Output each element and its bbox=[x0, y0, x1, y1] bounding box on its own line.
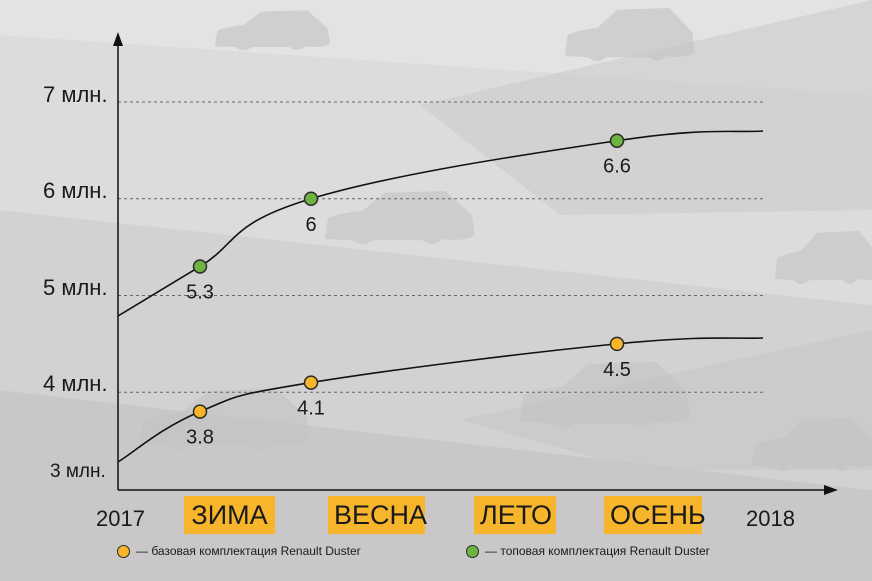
legend-swatch-top bbox=[466, 544, 479, 558]
series-line-base bbox=[117, 337, 764, 463]
car-silhouette bbox=[565, 8, 695, 62]
car-silhouette bbox=[215, 10, 330, 51]
season-label-winter: ЗИМА bbox=[184, 496, 275, 534]
y-tick-label: 5 млн. bbox=[43, 275, 108, 300]
series-line-top bbox=[117, 130, 764, 317]
data-label: 6 bbox=[305, 214, 316, 236]
season-label-autumn: ОСЕНЬ bbox=[604, 496, 706, 534]
y-tick-label: 4 млн. bbox=[43, 371, 108, 396]
data-point bbox=[192, 404, 208, 419]
y-axis-arrow bbox=[113, 32, 123, 46]
data-label: 5.3 bbox=[186, 281, 214, 303]
car-silhouette bbox=[520, 361, 690, 429]
legend-swatch-base bbox=[117, 544, 130, 558]
season-label-spring: ВЕСНА bbox=[328, 496, 427, 534]
y-tick-label: 6 млн. bbox=[43, 178, 108, 203]
data-label: 3.8 bbox=[186, 427, 214, 449]
data-point bbox=[609, 133, 625, 148]
y-tick-label: 7 млн. bbox=[43, 82, 108, 107]
legend-item-base: — базовая комплектация Renault Duster bbox=[117, 544, 361, 558]
series-layer: 3.8 4.1 4.5 5.3 6 6.6 bbox=[117, 130, 764, 463]
data-point bbox=[303, 191, 319, 206]
car-silhouettes bbox=[140, 8, 872, 472]
x-axis-arrow bbox=[824, 485, 838, 495]
data-point bbox=[609, 336, 625, 352]
data-point bbox=[192, 259, 208, 274]
legend-label-base: — базовая комплектация Renault Duster bbox=[136, 544, 361, 558]
data-label: 4.1 bbox=[297, 398, 325, 420]
car-silhouette bbox=[752, 418, 872, 472]
season-label-summer: ЛЕТО bbox=[474, 496, 556, 534]
x-start-year-label: 2017 bbox=[96, 506, 145, 531]
x-end-year-label: 2018 bbox=[746, 506, 795, 531]
data-point bbox=[303, 375, 319, 390]
legend-label-top: — топовая комплектация Renault Duster bbox=[485, 544, 710, 558]
data-label: 6.6 bbox=[603, 156, 631, 178]
data-label: 4.5 bbox=[603, 359, 631, 381]
legend-item-top: — топовая комплектация Renault Duster bbox=[466, 544, 710, 558]
car-silhouette bbox=[140, 388, 310, 451]
axes bbox=[113, 32, 838, 495]
car-silhouette bbox=[325, 191, 475, 245]
car-silhouette bbox=[775, 231, 872, 285]
y-tick-label: 3 млн. bbox=[50, 461, 106, 482]
